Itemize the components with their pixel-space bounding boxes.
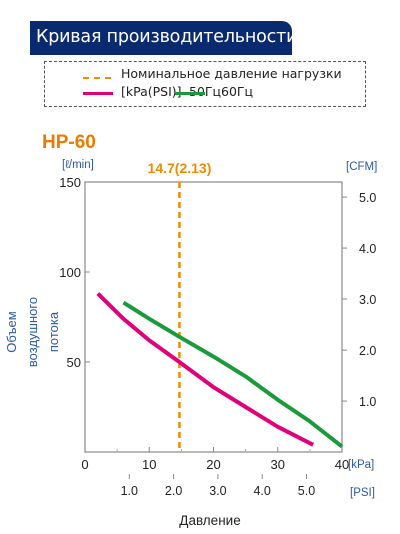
psi-tick-label: 4.0 <box>253 484 270 498</box>
x-axis-label: Давление <box>179 513 240 528</box>
model-title: HP-60 <box>42 132 96 153</box>
x-unit-psi: [PSI] <box>350 487 375 499</box>
y-axis-label-line: потока <box>46 311 61 352</box>
x-unit-kpa: [kPa] <box>348 459 374 471</box>
x-tick-label: 20 <box>206 457 220 472</box>
y-tick-label: 100 <box>59 265 81 280</box>
rated-pressure-label: 14.7(2.13) <box>148 160 212 176</box>
legend-60hz-swatch <box>175 92 205 95</box>
cfm-tick-label: 5.0 <box>359 191 376 205</box>
page-title: Кривая производительности <box>36 27 298 47</box>
y-unit-right: [CFM] <box>346 161 377 173</box>
psi-tick-label: 5.0 <box>298 484 315 498</box>
x-tick-label: 0 <box>81 457 88 472</box>
legend-50hz-swatch <box>83 92 113 95</box>
y-unit-left: [ℓ/min] <box>62 159 94 171</box>
psi-tick-label: 2.0 <box>165 484 182 498</box>
legend-rated-label: Номинальное давление нагрузки <box>121 66 342 81</box>
y-tick-label: 150 <box>59 175 81 190</box>
legend-rated-swatch <box>83 77 111 79</box>
y-axis-label-line: воздушного <box>25 297 40 367</box>
y-tick-label: 50 <box>67 355 81 370</box>
cfm-tick-label: 1.0 <box>359 395 376 409</box>
cfm-tick-label: 2.0 <box>359 344 376 358</box>
cfm-tick-label: 3.0 <box>359 293 376 307</box>
legend-box: Номинальное давление нагрузки [kPa(PSI)]… <box>44 61 366 107</box>
x-tick-label: 40 <box>335 457 349 472</box>
cfm-tick-label: 4.0 <box>359 242 376 256</box>
legend-60hz-label: 60Гц <box>221 84 254 99</box>
title-bar: Кривая производительности <box>30 21 297 55</box>
x-tick-label: 10 <box>142 457 156 472</box>
x-tick-label: 30 <box>271 457 285 472</box>
legend-50hz-label: 50Гц <box>189 84 222 99</box>
y-axis-label-line: Объем <box>4 311 19 352</box>
psi-tick-label: 3.0 <box>209 484 226 498</box>
psi-tick-label: 1.0 <box>121 484 138 498</box>
series-line-60Гц <box>122 300 344 449</box>
series-line-50Гц <box>96 292 315 447</box>
legend-unit-label: [kPa(PSI)] <box>121 84 182 99</box>
